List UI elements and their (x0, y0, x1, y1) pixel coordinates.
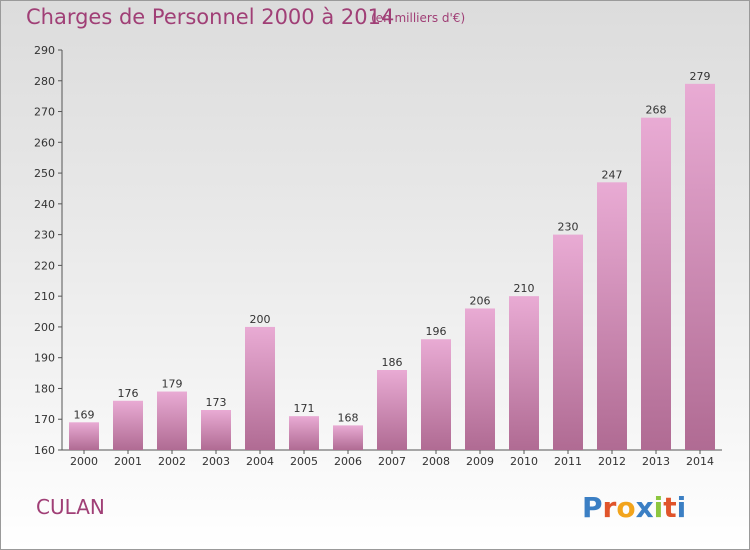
labels: 2000 169 2001 176 2002 179 2003 173 2004 200 2005 1… (70, 70, 714, 468)
x-tick-label: 2010 (510, 455, 538, 468)
x-tick-label: 2006 (334, 455, 362, 468)
bar-2004 (245, 326, 275, 450)
bar-2013 (641, 117, 671, 450)
x-tick-label: 2009 (466, 455, 494, 468)
x-tick-label: 2003 (202, 455, 230, 468)
value-label: 200 (250, 313, 271, 326)
svg-text:Proxiti: Proxiti (582, 491, 686, 524)
proxiti-logo: Proxiti (582, 491, 686, 524)
y-tick-label: 200 (34, 321, 55, 334)
y-tick-label: 190 (34, 352, 55, 365)
value-label: 279 (690, 70, 711, 83)
x-tick-label: 2014 (686, 455, 714, 468)
y-tick-label: 160 (34, 444, 55, 457)
value-label: 247 (602, 168, 623, 181)
x-tick-label: 2002 (158, 455, 186, 468)
y-tick-label: 250 (34, 167, 55, 180)
value-label: 186 (382, 356, 403, 369)
value-label: 173 (206, 396, 227, 409)
x-tick-label: 2005 (290, 455, 318, 468)
commune-name: CULAN (36, 495, 105, 519)
bar-2014 (685, 83, 715, 450)
x-tick-label: 2007 (378, 455, 406, 468)
y-tick-label: 220 (34, 259, 55, 272)
y-tick-label: 290 (34, 44, 55, 57)
bar-2000 (69, 422, 99, 450)
value-label: 168 (338, 411, 359, 424)
value-label: 179 (162, 378, 183, 391)
bar-2011 (553, 234, 583, 450)
y-tick-label: 260 (34, 136, 55, 149)
bar-2012 (597, 182, 627, 451)
y-tick-label: 280 (34, 75, 55, 88)
bar-2008 (421, 339, 451, 450)
value-label: 196 (426, 325, 447, 338)
value-label: 268 (646, 104, 667, 117)
x-tick-label: 2008 (422, 455, 450, 468)
x-tick-label: 2000 (70, 455, 98, 468)
y-tick-label: 270 (34, 106, 55, 119)
value-label: 230 (558, 221, 579, 234)
x-tick-label: 2013 (642, 455, 670, 468)
value-label: 176 (118, 387, 139, 400)
x-tick-label: 2001 (114, 455, 142, 468)
chart-title: Charges de Personnel 2000 à 2014 (26, 5, 395, 29)
y-tick-label: 170 (34, 413, 55, 426)
value-label: 169 (74, 408, 95, 421)
bar-2006 (333, 425, 363, 450)
value-label: 210 (514, 282, 535, 295)
y-tick-label: 240 (34, 198, 55, 211)
chart-subtitle: (en milliers d'€) (371, 11, 466, 25)
bar-2002 (157, 391, 187, 450)
bars (69, 83, 715, 451)
bar-2007 (377, 370, 407, 450)
x-tick-label: 2004 (246, 455, 274, 468)
bar-2009 (465, 308, 495, 450)
value-label: 206 (470, 294, 491, 307)
y-tick-label: 210 (34, 290, 55, 303)
y-tick-label: 180 (34, 382, 55, 395)
x-tick-label: 2012 (598, 455, 626, 468)
y-tick-label: 230 (34, 229, 55, 242)
bar-2010 (509, 296, 539, 450)
value-label: 171 (294, 402, 315, 415)
x-tick-label: 2011 (554, 455, 582, 468)
bar-2001 (113, 400, 143, 450)
bar-2005 (289, 416, 319, 450)
bar-2003 (201, 410, 231, 450)
